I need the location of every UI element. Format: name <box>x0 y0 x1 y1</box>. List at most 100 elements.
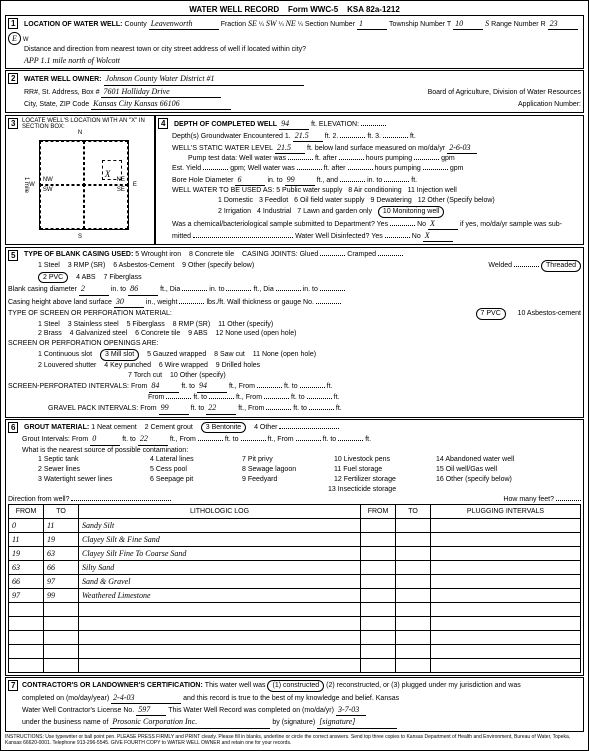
table-cell[interactable] <box>396 533 431 547</box>
township-val[interactable]: 10 <box>453 18 483 30</box>
table-cell[interactable]: 19 <box>44 533 79 547</box>
table-cell[interactable] <box>44 603 79 617</box>
bcd[interactable]: 2 <box>79 283 109 295</box>
range-dir[interactable]: E <box>8 32 21 45</box>
jw[interactable]: Welded <box>488 261 512 271</box>
city[interactable]: Kansas City Kansas 66106 <box>91 98 231 110</box>
table-cell[interactable]: 99 <box>44 589 79 603</box>
ct8[interactable]: 8 Concrete tile <box>189 250 234 260</box>
gw3[interactable] <box>383 137 408 138</box>
table-cell[interactable] <box>431 575 581 589</box>
gw2[interactable] <box>340 137 365 138</box>
range-val[interactable]: 23 <box>548 18 578 30</box>
co14[interactable]: 14 Abandoned water well <box>436 456 514 463</box>
lic[interactable]: 597 <box>136 704 166 716</box>
ew2[interactable] <box>348 169 373 170</box>
st6[interactable]: 6 Concrete tile <box>135 329 180 339</box>
gw1[interactable]: 21.5 <box>293 130 323 142</box>
gifv[interactable]: 0 <box>90 433 120 445</box>
sg[interactable]: [signature] <box>317 716 397 728</box>
spit[interactable]: 94 <box>197 380 227 392</box>
table-cell[interactable] <box>396 575 431 589</box>
table-cell[interactable]: Clayey Silt Fine To Coarse Sand <box>79 547 361 561</box>
dirv[interactable] <box>71 500 171 501</box>
co3[interactable]: 3 Watertight sewer lines <box>38 476 112 483</box>
gpit[interactable]: 22 <box>206 402 236 414</box>
pw1[interactable] <box>288 159 313 160</box>
u4[interactable]: 4 Industrial <box>257 207 291 217</box>
table-cell[interactable]: 97 <box>9 589 44 603</box>
table-cell[interactable] <box>361 589 396 603</box>
table-cell[interactable] <box>396 589 431 603</box>
st3[interactable]: 3 Stainless steel <box>68 320 119 330</box>
sp3[interactable] <box>300 387 325 388</box>
jwv[interactable] <box>514 266 539 267</box>
co4[interactable]: 4 Lateral lines <box>150 456 194 463</box>
swl[interactable]: 21.5 <box>275 142 305 154</box>
ct6[interactable]: 6 Asbestos-Cement <box>113 261 174 271</box>
table-cell[interactable]: 19 <box>9 547 44 561</box>
table-cell[interactable]: Sandy Silt <box>79 519 361 533</box>
table-cell[interactable] <box>361 603 396 617</box>
u2[interactable]: 2 Irrigation <box>218 207 251 217</box>
pt10[interactable]: 10 Other (specify) <box>170 371 226 381</box>
table-cell[interactable] <box>361 645 396 659</box>
swld[interactable]: 2-6-03 <box>447 142 477 154</box>
wtg[interactable] <box>316 303 341 304</box>
q1[interactable]: SE <box>248 18 257 29</box>
u12[interactable]: 12 Other (Specify below) <box>418 196 495 206</box>
plss-box[interactable]: NW NE X SW SE <box>39 140 129 230</box>
st7[interactable]: 7 PVC <box>476 308 506 320</box>
ct1[interactable]: 1 Steel <box>38 261 60 271</box>
ew1[interactable] <box>297 169 322 170</box>
table-cell[interactable] <box>431 589 581 603</box>
table-cell[interactable] <box>431 631 581 645</box>
table-cell[interactable]: Weathered Limestone <box>79 589 361 603</box>
pt5[interactable]: 5 Gauzed wrapped <box>147 350 206 360</box>
gi5[interactable] <box>338 440 363 441</box>
wt[interactable] <box>179 303 204 304</box>
st8[interactable]: 8 RMP (SR) <box>173 320 211 330</box>
table-cell[interactable] <box>396 519 431 533</box>
owner[interactable]: Johnson County Water District #1 <box>104 73 304 85</box>
sp4[interactable] <box>166 398 191 399</box>
table-cell[interactable] <box>396 631 431 645</box>
o1[interactable]: (1) constructed <box>267 680 324 692</box>
co1[interactable]: 1 Septic tank <box>38 456 78 463</box>
table-cell[interactable] <box>431 547 581 561</box>
x-mark[interactable]: X <box>105 169 111 179</box>
table-cell[interactable]: 63 <box>44 547 79 561</box>
hmv[interactable] <box>556 500 581 501</box>
bcdt[interactable]: 86 <box>128 283 158 295</box>
pt7[interactable]: 7 Torch cut <box>128 371 162 381</box>
table-cell[interactable] <box>9 603 44 617</box>
st10[interactable]: 10 Asbestos-cement <box>518 309 581 319</box>
st1[interactable]: 1 Steel <box>38 320 60 330</box>
pt2[interactable]: 2 Louvered shutter <box>38 361 96 371</box>
table-cell[interactable] <box>361 547 396 561</box>
gitv[interactable]: 22 <box>138 433 168 445</box>
table-cell[interactable] <box>361 631 396 645</box>
u7[interactable]: 7 Lawn and garden only <box>297 207 372 217</box>
sp6[interactable] <box>264 398 289 399</box>
u10[interactable]: 10 Monitoring well <box>378 206 444 218</box>
ey[interactable] <box>203 169 228 170</box>
table-cell[interactable] <box>431 519 581 533</box>
dx[interactable]: X <box>423 230 453 242</box>
co8[interactable]: 8 Sewage lagoon <box>242 466 296 473</box>
table-cell[interactable] <box>9 645 44 659</box>
st12[interactable]: 12 None used (open hole) <box>216 329 297 339</box>
u3[interactable]: 3 Feedlot <box>259 196 288 206</box>
pt4[interactable]: 4 Key punched <box>104 361 151 371</box>
ct9[interactable]: 9 Other (specify below) <box>182 261 254 271</box>
bd5[interactable] <box>320 290 345 291</box>
table-cell[interactable] <box>431 533 581 547</box>
bd3[interactable] <box>226 290 251 291</box>
gr4[interactable]: 4 Other <box>254 423 277 433</box>
depth[interactable]: 94 <box>279 118 309 130</box>
table-cell[interactable] <box>9 659 44 673</box>
table-cell[interactable]: Clayey Silt & Fine Sand <box>79 533 361 547</box>
table-cell[interactable]: 66 <box>9 575 44 589</box>
table-cell[interactable]: 11 <box>9 533 44 547</box>
table-cell[interactable] <box>396 617 431 631</box>
